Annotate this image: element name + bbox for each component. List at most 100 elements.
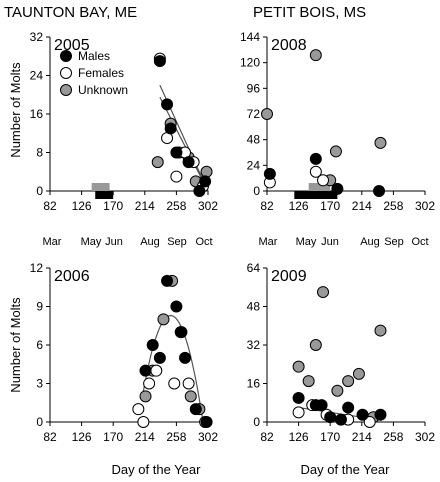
- site-title-left: TAUNTON BAY, ME: [4, 4, 137, 21]
- x-tick-label: 170: [320, 199, 340, 213]
- data-point-male: [182, 156, 195, 169]
- data-point-male: [374, 408, 387, 421]
- y-tick-label: 0: [36, 184, 43, 198]
- panel-year-title: 2005: [54, 37, 90, 54]
- x-tick-label: 302: [198, 199, 218, 213]
- data-point-unknown: [374, 136, 387, 149]
- y-tick-label: 64: [247, 261, 261, 275]
- y-tick-label: 16: [30, 107, 44, 121]
- data-point-female: [150, 364, 163, 377]
- data-point-male: [146, 339, 159, 351]
- x-tick-label: 302: [198, 430, 218, 444]
- y-tick-label: 96: [247, 81, 261, 95]
- x-tick-label: 82: [260, 430, 274, 444]
- data-point-unknown: [317, 286, 330, 299]
- y-axis-label-bottom: Number of Molts: [8, 297, 23, 393]
- data-point-female: [132, 403, 145, 416]
- legend-unknown-label: Unknown: [78, 83, 128, 97]
- data-point-unknown: [309, 339, 322, 351]
- x-tick-label: 126: [289, 199, 309, 213]
- data-point-female: [317, 174, 330, 187]
- data-point-unknown: [302, 375, 315, 388]
- data-point-female: [292, 406, 305, 419]
- legend-unknown-marker: [60, 84, 72, 96]
- x-tick-label: 170: [103, 199, 123, 213]
- x-tick-label: 82: [43, 199, 57, 213]
- data-point-male: [161, 274, 174, 287]
- y-tick-label: 3: [36, 377, 43, 391]
- x-tick-label: 170: [103, 430, 123, 444]
- data-point-male: [170, 300, 183, 313]
- x-axis-label-right: Day of the Year: [301, 462, 391, 477]
- data-point-male: [170, 146, 183, 159]
- season-bar-unknown: [308, 183, 331, 191]
- x-tick-label: 302: [415, 430, 435, 444]
- panel-2008: 0 24 48 72 96 120 144 82 126 170 214 258 302 2008: [240, 30, 435, 213]
- data-point-male: [179, 351, 192, 364]
- data-point-male: [324, 411, 337, 424]
- month-label: Oct: [411, 236, 428, 248]
- data-point-male: [153, 351, 166, 364]
- y-tick-label: 0: [253, 415, 260, 429]
- x-tick-label: 82: [43, 430, 57, 444]
- y-tick-label: 8: [36, 146, 43, 160]
- data-point-male: [189, 403, 202, 416]
- data-point-male: [315, 399, 328, 412]
- month-label: Aug: [360, 236, 380, 248]
- x-tick-label: 214: [352, 199, 372, 213]
- y-tick-label: 6: [36, 338, 43, 352]
- y-tick-label: 120: [240, 56, 260, 70]
- panel-2005: 0 8 16 24 32 82 126 170 214 258 302 2005: [30, 30, 219, 213]
- data-point-male: [161, 98, 174, 111]
- data-point-male: [342, 401, 355, 414]
- data-point-male: [199, 175, 212, 188]
- x-tick-label: 214: [135, 430, 155, 444]
- y-tick-label: 32: [30, 30, 44, 44]
- data-point-female: [143, 377, 156, 390]
- data-point-unknown: [342, 375, 355, 388]
- legend-female-label: Females: [78, 66, 124, 80]
- month-label: May: [296, 236, 317, 248]
- data-point-unknown: [139, 390, 152, 403]
- panel-year-title: 2008: [271, 37, 307, 54]
- x-tick-label: 170: [320, 430, 340, 444]
- data-point-female: [170, 170, 183, 183]
- month-label: Jun: [321, 236, 339, 248]
- y-tick-label: 48: [247, 133, 261, 147]
- data-point-unknown: [157, 313, 170, 326]
- x-tick-label: 126: [289, 430, 309, 444]
- trend-line: [159, 96, 209, 192]
- data-point-unknown: [352, 367, 365, 380]
- x-tick-label: 126: [72, 430, 92, 444]
- month-label: Sep: [384, 236, 404, 248]
- data-point-unknown: [184, 390, 197, 403]
- data-point-unknown: [329, 145, 342, 158]
- x-tick-label: 214: [135, 199, 155, 213]
- x-tick-label: 82: [260, 199, 274, 213]
- season-bar-male: [95, 191, 114, 199]
- month-labels-right: Mar May Jun Aug Sep Oct: [259, 236, 429, 248]
- y-tick-label: 16: [247, 377, 261, 391]
- data-point-female: [168, 377, 181, 390]
- data-point-female: [309, 165, 322, 178]
- panel-2006: 0 3 6 9 12 82 126 170 214 258 302 2006: [30, 261, 219, 444]
- season-bar-male: [294, 191, 338, 199]
- month-label: Aug: [140, 236, 160, 248]
- x-tick-label: 214: [352, 430, 372, 444]
- site-title-right: PETIT BOIS, MS: [253, 4, 366, 21]
- y-tick-label: 9: [36, 300, 43, 314]
- data-point-male: [292, 391, 305, 404]
- y-tick-label: 0: [36, 415, 43, 429]
- data-point-unknown: [261, 108, 273, 120]
- data-point-male: [331, 182, 344, 195]
- x-axis-label-left: Day of the Year: [112, 462, 202, 477]
- month-label: Jun: [105, 236, 123, 248]
- data-point-male: [309, 152, 322, 165]
- x-tick-label: 126: [72, 199, 92, 213]
- data-point-male: [373, 185, 386, 197]
- y-tick-label: 24: [30, 69, 44, 83]
- x-tick-label: 258: [383, 199, 403, 213]
- y-tick-label: 12: [30, 261, 44, 275]
- data-point-male: [174, 326, 187, 339]
